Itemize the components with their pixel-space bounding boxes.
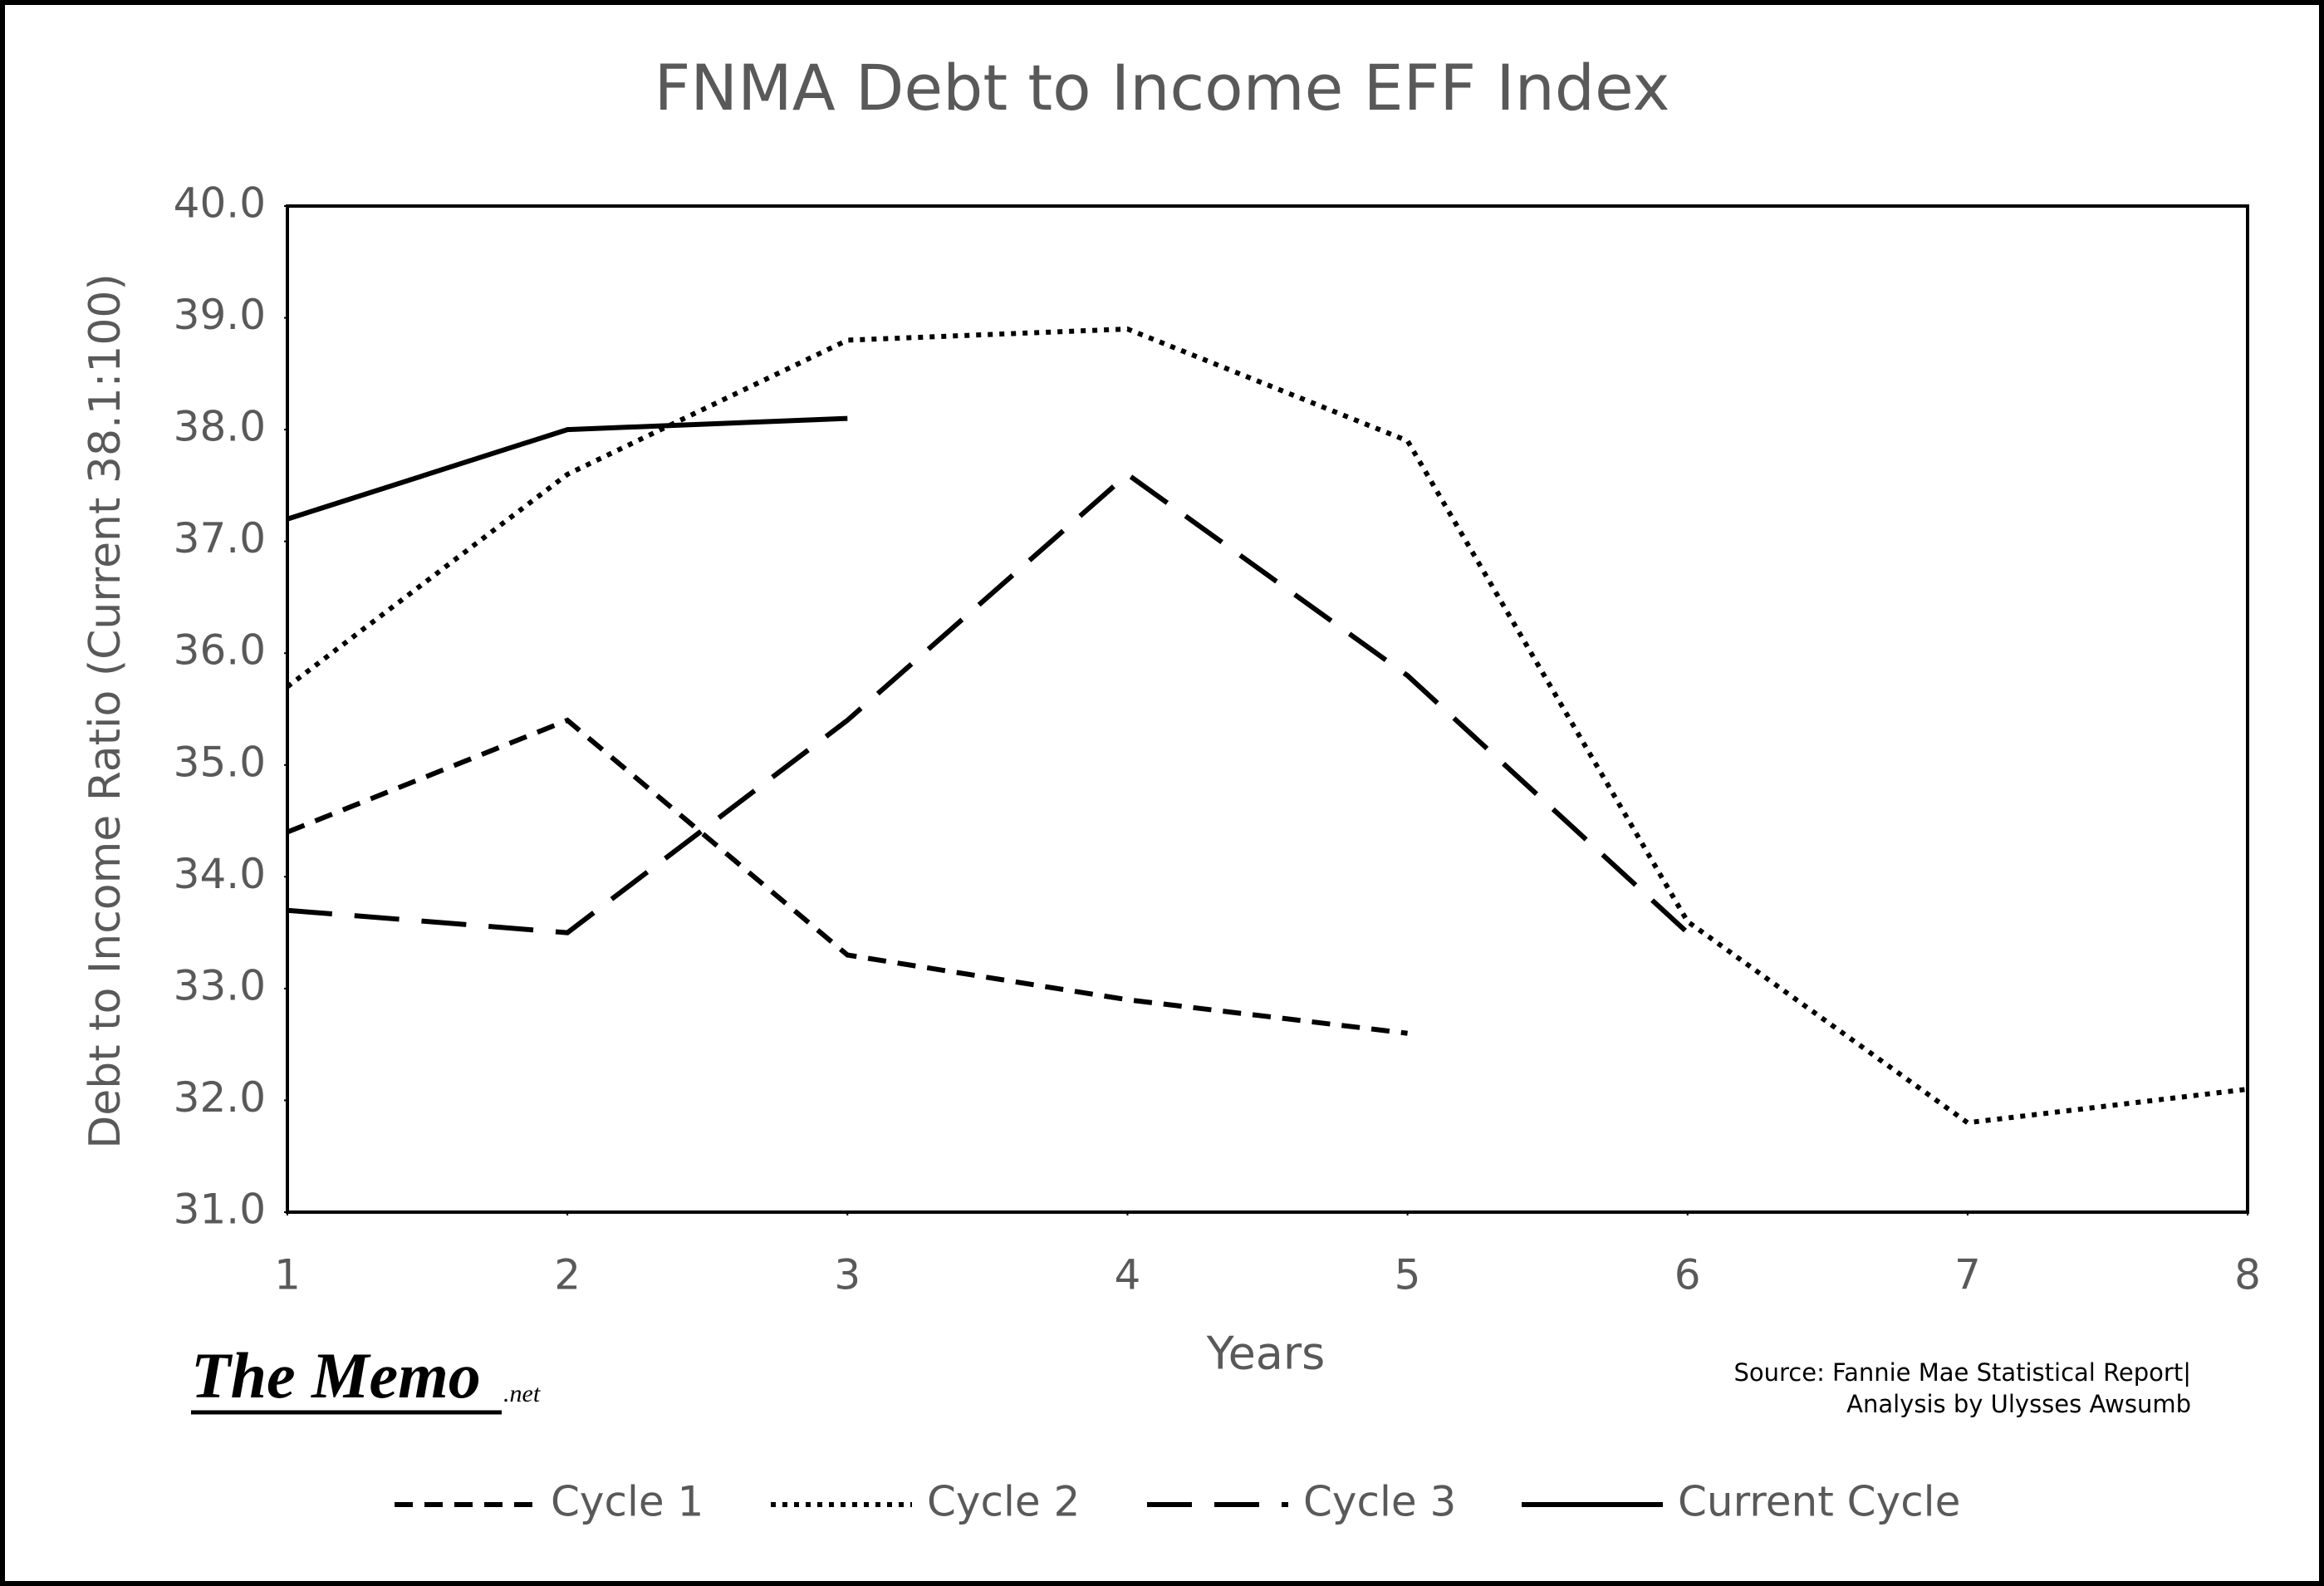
legend-label: Cycle 1 (551, 1478, 704, 1526)
series-line (287, 471, 1689, 935)
x-tick-label: 2 (554, 1251, 581, 1299)
logo-suffix: .net (503, 1380, 541, 1407)
y-tick-label: 31.0 (174, 1186, 266, 1234)
logo: The Memo (191, 1339, 481, 1412)
source-note: Source: Fannie Mae Statistical Report| (1733, 1358, 2191, 1387)
legend-label: Current Cycle (1678, 1478, 1960, 1526)
x-axis-label: Years (1206, 1328, 1325, 1380)
y-tick-label: 32.0 (174, 1073, 266, 1122)
plot-frame (286, 204, 2249, 1214)
y-tick-label: 35.0 (174, 738, 266, 786)
y-tick-label: 40.0 (174, 179, 266, 228)
legend-label: Cycle 3 (1303, 1478, 1456, 1526)
source-note: Analysis by Ulysses Awsumb (1846, 1390, 2191, 1418)
y-axis-label: Debt to Income Ratio (Current 38.1:100) (81, 273, 130, 1149)
legend-label: Cycle 2 (927, 1478, 1080, 1526)
chart-title: FNMA Debt to Income EFF Index (655, 51, 1670, 125)
y-tick-label: 36.0 (174, 626, 266, 675)
y-tick-label: 34.0 (174, 850, 266, 898)
y-tick-label: 33.0 (174, 961, 266, 1009)
y-tick-label: 39.0 (174, 291, 266, 339)
y-tick-label: 38.0 (174, 403, 266, 451)
x-tick-label: 4 (1115, 1251, 1141, 1299)
x-tick-label: 8 (2234, 1251, 2261, 1299)
x-tick-label: 1 (274, 1251, 301, 1299)
x-tick-label: 5 (1395, 1251, 1421, 1299)
x-tick-label: 6 (1674, 1251, 1701, 1299)
series-line (287, 415, 848, 522)
x-tick-label: 7 (1954, 1251, 1981, 1299)
x-tick-label: 3 (834, 1251, 860, 1299)
series-line (286, 717, 1408, 1036)
y-tick-label: 37.0 (174, 514, 266, 562)
